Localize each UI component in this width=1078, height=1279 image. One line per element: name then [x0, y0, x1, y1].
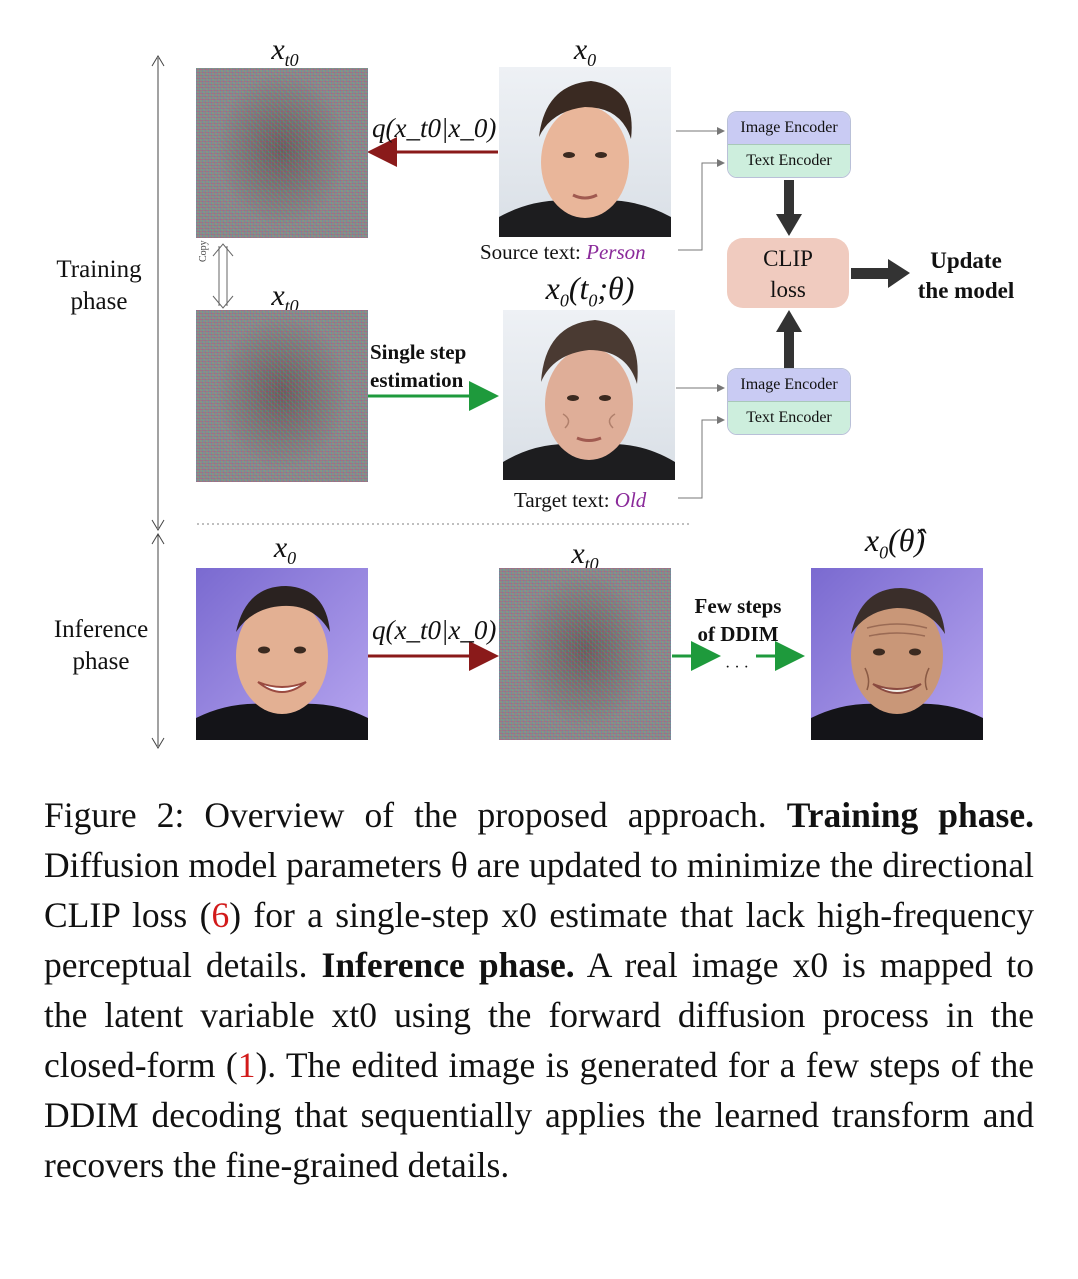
title-x0-inference: x0: [273, 531, 297, 569]
training-phase-label: Training phase: [56, 256, 142, 315]
text-encoder-top: Text Encoder: [728, 144, 850, 177]
encoder-to-clip-arrow-top: [776, 180, 802, 236]
edited-image: [811, 568, 983, 740]
figure-caption: Figure 2: Overview of the proposed appro…: [44, 795, 1035, 1185]
text-encoder-bottom: Text Encoder: [728, 401, 850, 434]
single-step-label: Single step estimation: [370, 340, 467, 392]
ddim-label: Few steps of DDIM: [694, 594, 782, 646]
source-text: Source text: Person: [480, 240, 646, 264]
clip-to-update-arrow: [851, 259, 910, 288]
update-model-label: Update the model: [917, 248, 1015, 303]
real-image: [196, 568, 368, 740]
source-text-value: Person: [586, 240, 646, 264]
estimated-image: [503, 310, 675, 480]
caption-inference-phase: Inference phase.: [321, 945, 575, 985]
title-x0-estimate: x0(t0;θ): [545, 270, 635, 311]
target-text: Target text: Old: [514, 488, 647, 512]
noisy-image-mid: [196, 310, 368, 482]
caption-ref-1[interactable]: 1: [237, 1045, 256, 1085]
ddim-dots: · · ·: [725, 659, 749, 676]
inference-phase-bracket: [151, 533, 165, 749]
noisy-image-top: [196, 68, 368, 238]
copy-label: Copy: [198, 240, 209, 262]
inference-phase-label: Inference phase: [53, 616, 149, 675]
training-phase-bracket: [151, 55, 165, 531]
caption-training-phase: Training phase.: [786, 795, 1034, 835]
image-encoder-top: Image Encoder: [728, 112, 850, 144]
noisy-image-inference: [499, 568, 671, 740]
encoder-to-clip-arrow-bottom: [776, 310, 802, 370]
title-x0-theta-hat: x0(θ̂): [864, 522, 926, 563]
source-face-illustration: [499, 81, 671, 237]
edited-face-illustration: [811, 588, 983, 740]
title-xt0-top: xt0: [240, 34, 330, 76]
caption-ref-6[interactable]: 6: [211, 895, 230, 935]
forward-label-inference: q(x_t0|x_0): [372, 615, 497, 645]
target-text-value: Old: [614, 488, 647, 512]
estimated-face-illustration: [503, 320, 675, 480]
real-face-illustration: [196, 586, 368, 740]
forward-label-top: q(x_t0|x_0): [372, 113, 497, 143]
figure-connectors: [151, 55, 910, 749]
clip-loss-box: CLIP loss: [727, 238, 849, 308]
encoder-block-top: Image Encoder Text Encoder: [727, 111, 851, 178]
title-xt0-top-text: xt0: [271, 33, 299, 71]
title-x0-top: x0: [573, 33, 597, 71]
image-encoder-bottom: Image Encoder: [728, 369, 850, 401]
source-image: [499, 67, 671, 237]
encoder-block-bottom: Image Encoder Text Encoder: [727, 368, 851, 435]
copy-arrow: [212, 243, 234, 309]
